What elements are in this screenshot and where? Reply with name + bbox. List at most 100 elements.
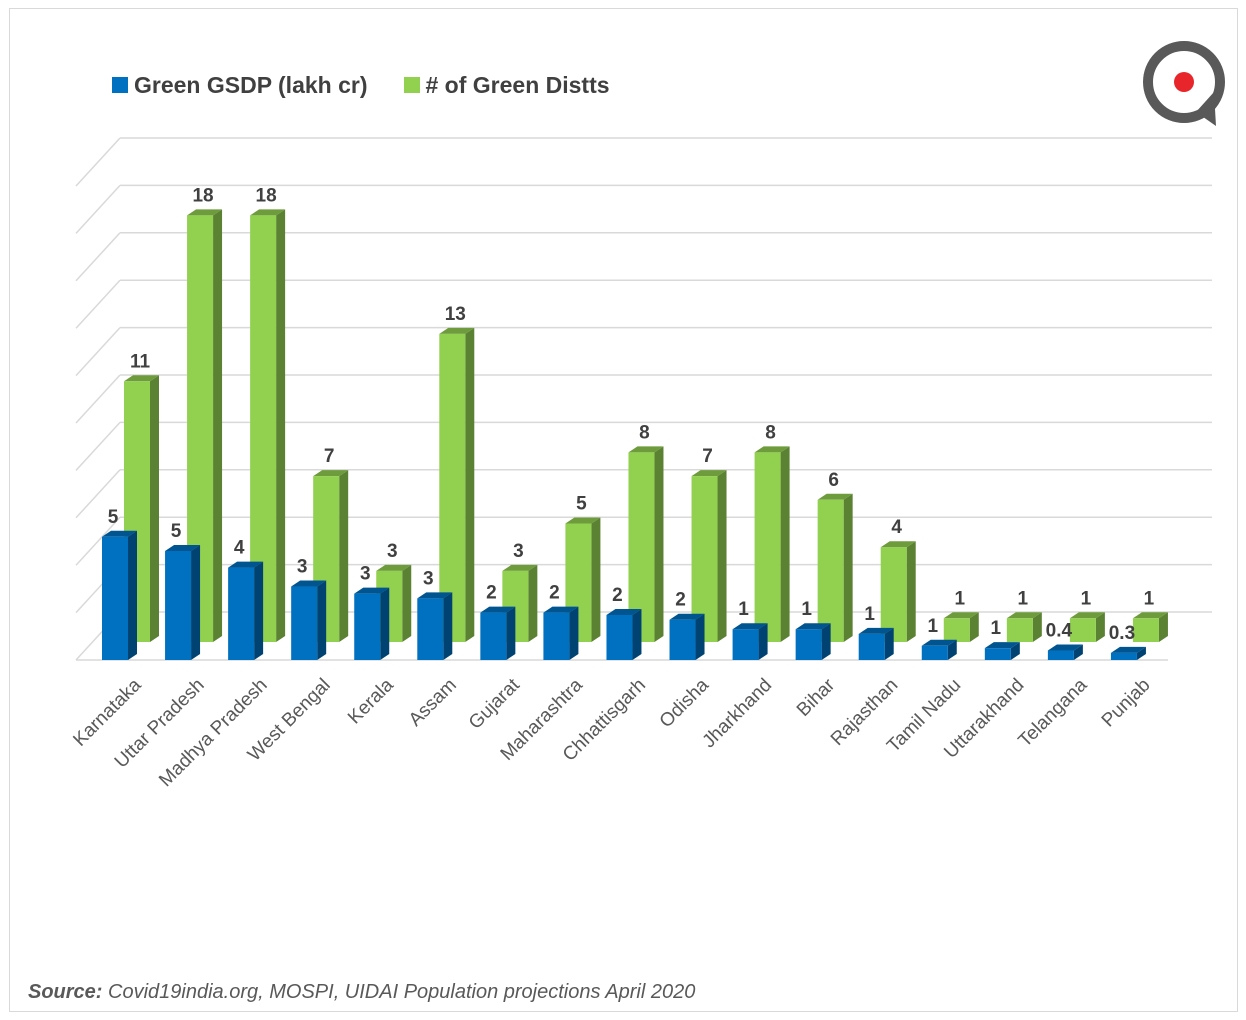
data-label-gsdp: 1 — [927, 616, 938, 637]
bar-side-gsdp — [884, 627, 894, 660]
bar-side-gsdp — [821, 623, 831, 660]
bar-side-distts — [213, 209, 223, 642]
bar-top-gsdp — [543, 606, 579, 613]
category-label: Telangana — [1015, 674, 1092, 751]
bar-top-distts — [187, 209, 223, 216]
bar-side-gsdp — [380, 587, 390, 660]
bar-side-distts — [969, 612, 979, 642]
legend: Green GSDP (lakh cr) # of Green Distts — [112, 70, 610, 100]
data-label-distts: 3 — [513, 541, 524, 562]
bar-top-distts — [565, 517, 601, 524]
bar-side-gsdp — [758, 623, 768, 660]
bar-top-distts — [691, 470, 727, 477]
bar-side-gsdp — [317, 580, 327, 660]
gridline-side — [75, 374, 121, 424]
bar-top-distts — [313, 470, 349, 477]
legend-label-gsdp: Green GSDP (lakh cr) — [134, 71, 368, 98]
bar-gsdp — [480, 612, 507, 660]
data-label-gsdp: 1 — [991, 618, 1002, 639]
bar-distts — [880, 547, 907, 642]
bar-top-gsdp — [1047, 644, 1083, 651]
bar-top-distts — [1006, 612, 1042, 619]
gridline-side — [75, 327, 121, 377]
bar-side-distts — [339, 470, 349, 642]
data-label-gsdp: 2 — [549, 583, 560, 604]
gridline-side — [75, 279, 121, 329]
bar-gsdp — [984, 648, 1011, 660]
bar-top-distts — [880, 541, 916, 548]
data-label-gsdp: 5 — [108, 507, 119, 528]
bar-top-gsdp — [795, 623, 831, 630]
bar-top-distts — [502, 564, 538, 571]
gridline-side — [75, 137, 121, 187]
data-label-distts: 1 — [1018, 588, 1029, 609]
bar-side-distts — [780, 446, 790, 642]
data-label-distts: 13 — [445, 304, 466, 325]
data-label-distts: 7 — [702, 446, 713, 467]
bar-side-distts — [1095, 612, 1105, 642]
bar-side-distts — [402, 564, 412, 642]
bar-gsdp — [291, 586, 318, 660]
bar-distts — [943, 618, 970, 642]
bar-top-gsdp — [228, 561, 264, 568]
bar-side-gsdp — [632, 608, 642, 660]
bar-gsdp — [921, 645, 948, 660]
bar-top-distts — [1069, 612, 1105, 619]
bar-top-gsdp — [417, 592, 453, 599]
legend-label-distts: # of Green Distts — [425, 71, 610, 98]
data-label-distts: 8 — [765, 422, 776, 443]
data-label-gsdp: 4 — [234, 538, 245, 559]
bar-top-distts — [943, 612, 979, 619]
data-label-distts: 5 — [576, 494, 587, 515]
bar-top-distts — [754, 446, 790, 453]
data-label-distts: 3 — [387, 541, 398, 562]
bar-side-gsdp — [506, 606, 516, 660]
bar-side-gsdp — [947, 639, 957, 660]
bar-top-distts — [439, 327, 475, 334]
category-label: Odisha — [656, 674, 714, 732]
bar-top-distts — [1132, 612, 1168, 619]
data-label-gsdp: 0.4 — [1046, 621, 1073, 642]
bar-side-gsdp — [191, 544, 201, 660]
bar-top-gsdp — [858, 627, 894, 634]
data-label-gsdp: 2 — [486, 583, 497, 604]
bar-top-gsdp — [354, 587, 390, 594]
bar-gsdp — [354, 593, 381, 660]
bar-top-gsdp — [102, 530, 137, 537]
bar-side-distts — [906, 541, 916, 642]
legend-item-gsdp: Green GSDP (lakh cr) — [112, 72, 368, 99]
data-label-distts: 6 — [828, 470, 839, 491]
bar-gsdp — [165, 550, 192, 660]
data-label-gsdp: 1 — [801, 599, 812, 620]
bar-gsdp — [1047, 650, 1074, 660]
bar-side-distts — [654, 446, 664, 642]
legend-item-distts: # of Green Distts — [403, 71, 610, 99]
data-label-gsdp: 0.3 — [1109, 623, 1135, 644]
bar-top-gsdp — [606, 608, 642, 615]
data-label-gsdp: 5 — [171, 521, 182, 542]
bar-distts — [1132, 618, 1159, 642]
bar-top-distts — [250, 209, 286, 216]
data-label-distts: 11 — [130, 351, 151, 372]
bar-distts — [1006, 618, 1033, 642]
data-label-gsdp: 1 — [864, 604, 875, 625]
bar-side-distts — [591, 517, 601, 642]
bar-side-distts — [1032, 612, 1042, 642]
bar-top-gsdp — [669, 613, 705, 620]
category-label: Punjab — [1098, 675, 1155, 732]
bar-distts — [754, 452, 781, 642]
bar-top-gsdp — [921, 639, 957, 646]
bar-top-gsdp — [165, 544, 201, 551]
bar-top-gsdp — [291, 580, 327, 587]
gridline-side — [75, 421, 121, 471]
bar-side-gsdp — [1073, 644, 1083, 660]
gridline-side — [75, 184, 121, 234]
bar-side-gsdp — [128, 530, 137, 660]
bar-gsdp — [543, 612, 570, 660]
category-label: Jharkhand — [699, 675, 777, 753]
category-label: Kerala — [344, 674, 398, 728]
bar-gsdp — [606, 614, 633, 660]
bar-gsdp — [228, 567, 255, 660]
bar-side-distts — [843, 493, 853, 642]
